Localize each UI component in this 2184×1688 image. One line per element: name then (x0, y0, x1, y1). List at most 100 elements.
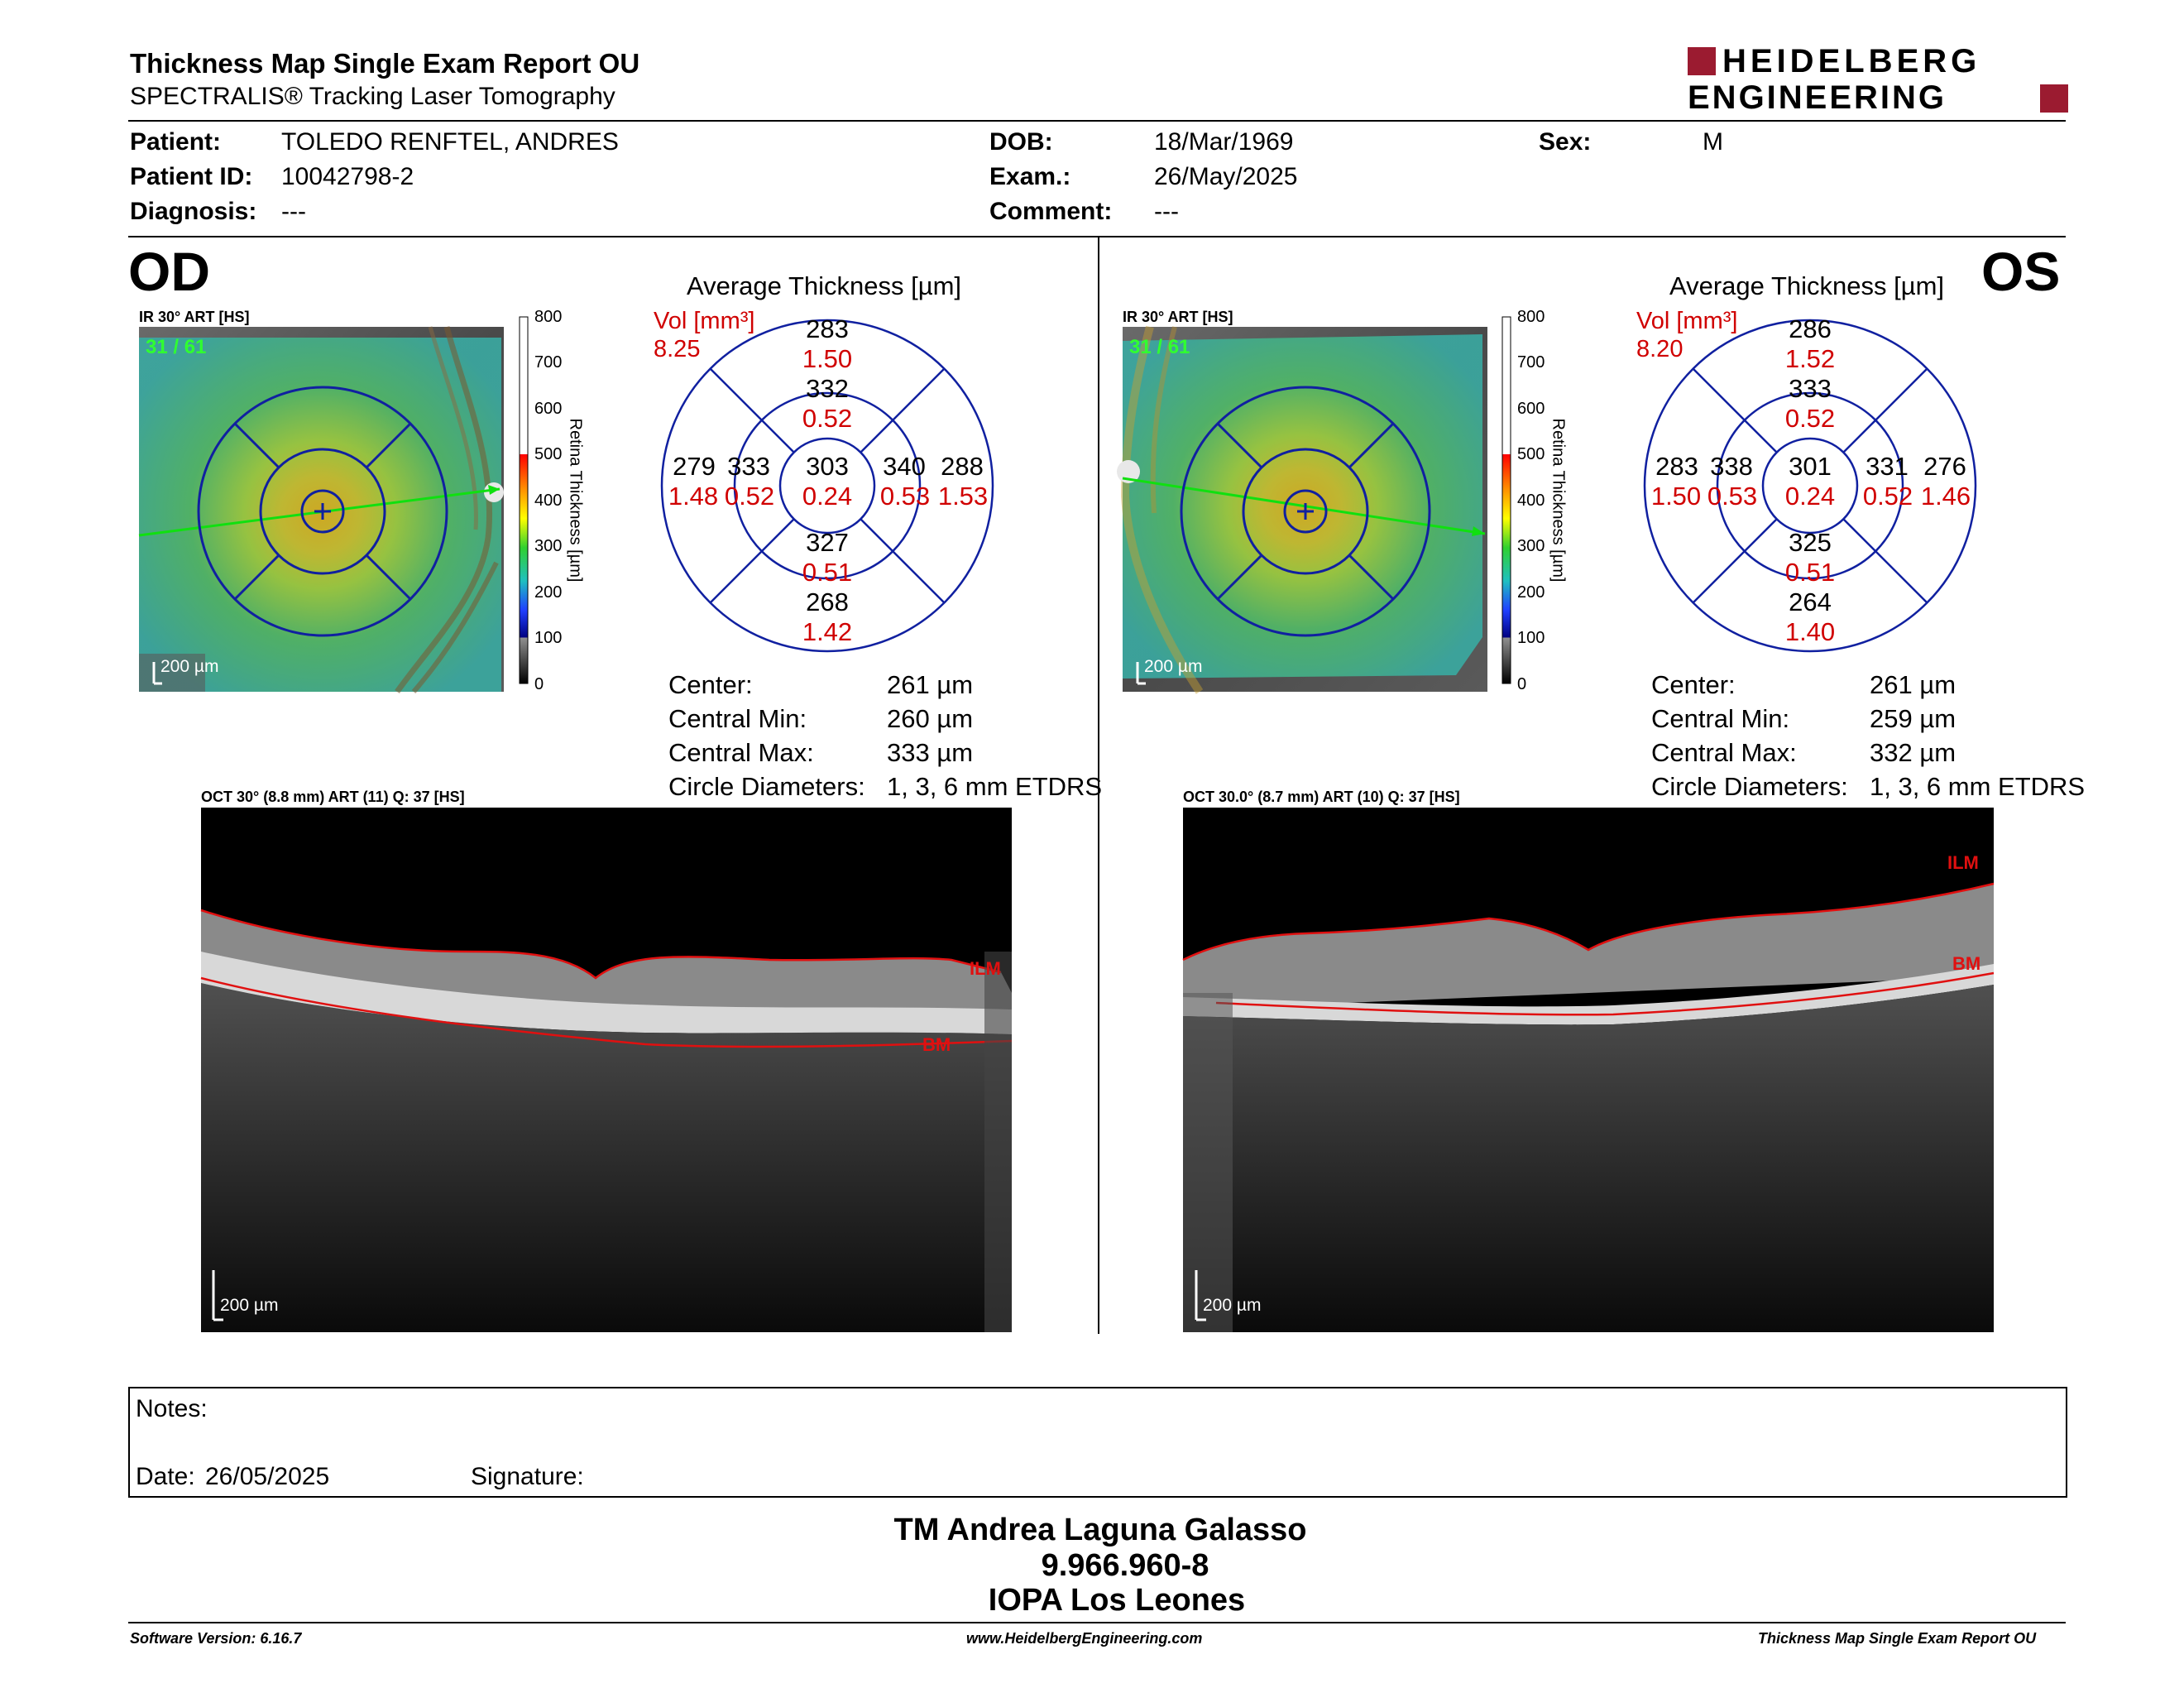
os-diam-label: Circle Diameters: (1651, 772, 1848, 801)
os-scale-tick: 700 (1517, 353, 1545, 372)
od-center-value: 261 µm (887, 670, 974, 699)
od-eye-label: OD (128, 241, 210, 302)
od-center-label: Center: (668, 670, 753, 699)
od-superior-outer-volume: 1.50 (802, 344, 853, 373)
patient-name: TOLEDO RENFTEL, ANDRES (281, 128, 619, 156)
od-cmin-value: 260 µm (887, 704, 974, 733)
os-temporal-inner-thickness: 338 (1710, 452, 1753, 481)
os-ir-image (1117, 325, 1487, 694)
os-superior-inner-volume: 0.52 (1784, 404, 1836, 433)
patient-id-label: Patient ID: (130, 163, 253, 190)
diagnosis-label: Diagnosis: (130, 198, 257, 225)
comment-value: --- (1154, 198, 1179, 225)
exam-value: 26/May/2025 (1154, 163, 1298, 190)
od-diam-label: Circle Diameters: (668, 772, 865, 801)
os-ilm-label: ILM (1947, 852, 1979, 873)
od-scale-tick: 400 (534, 492, 563, 510)
od-ir-frames: 31 / 61 (146, 336, 207, 358)
od-nasal-outer-volume: 1.53 (937, 482, 989, 511)
notes-box[interactable]: Notes: Date: 26/05/2025 Signature: (128, 1387, 2067, 1498)
os-superior-outer-volume: 1.52 (1784, 344, 1836, 373)
software-version: Software Version: 6.16.7 (130, 1630, 302, 1647)
od-scale-tick: 300 (534, 537, 563, 555)
os-temporal-outer-volume: 1.50 (1650, 482, 1702, 511)
dob-label: DOB: (989, 128, 1053, 156)
od-cmax-label: Central Max: (668, 738, 814, 767)
os-cmin-label: Central Min: (1651, 704, 1790, 733)
od-scale-tick: 800 (534, 308, 563, 326)
od-temporal-inner-thickness: 333 (727, 452, 770, 481)
od-etdrs-chart (660, 319, 994, 653)
od-temporal-inner-volume: 0.52 (724, 482, 775, 511)
od-oct-scale-label: 200 µm (220, 1296, 279, 1315)
od-bm-label: BM (922, 1034, 951, 1055)
os-avg-title: Average Thickness [µm] (1669, 271, 1945, 300)
exam-label: Exam.: (989, 163, 1071, 190)
os-cmax-label: Central Max: (1651, 738, 1797, 767)
os-superior-inner-thickness: 333 (1789, 374, 1832, 403)
od-scale-tick: 500 (534, 445, 563, 463)
os-scale-tick: 200 (1517, 583, 1545, 602)
od-oct-label: OCT 30° (8.8 mm) ART (11) Q: 37 [HS] (201, 789, 465, 805)
od-scale-title: Retina Thickness [µm] (566, 418, 585, 583)
od-cmax-value: 333 µm (887, 738, 974, 767)
od-etdrs-overlay (197, 386, 448, 637)
od-nasal-outer-thickness: 288 (941, 452, 984, 481)
od-nasal-inner-thickness: 340 (883, 452, 926, 481)
od-temporal-outer-volume: 1.48 (668, 482, 719, 511)
os-diam-value: 1, 3, 6 mm ETDRS (1870, 772, 2086, 801)
od-color-scale (519, 316, 529, 684)
os-scale-tick: 800 (1517, 308, 1545, 326)
os-eye-label: OS (1981, 241, 2061, 302)
os-oct-scan (1182, 808, 1995, 1332)
od-superior-inner-volume: 0.52 (802, 404, 853, 433)
od-ir-image (138, 326, 504, 694)
od-scale-tick: 600 (534, 400, 563, 418)
od-scale-tick: 700 (534, 353, 563, 372)
od-avg-title: Average Thickness [µm] (687, 271, 962, 300)
od-inferior-outer-volume: 1.42 (802, 617, 853, 646)
os-oct-scale-label: 200 µm (1203, 1296, 1262, 1315)
os-etdrs-chart (1643, 319, 1977, 653)
os-scale-tick: 100 (1517, 629, 1545, 647)
os-oct-label: OCT 30.0° (8.7 mm) ART (10) Q: 37 [HS] (1183, 789, 1460, 805)
signer-name: TM Andrea Laguna Galasso (893, 1513, 1307, 1547)
od-oct-scan (200, 808, 1013, 1332)
od-nasal-inner-volume: 0.53 (879, 482, 931, 511)
divider (128, 120, 2066, 122)
patient-label: Patient: (130, 128, 222, 156)
logo-square-icon (2040, 84, 2068, 113)
os-color-scale (1502, 316, 1511, 684)
os-ir-scalebar (1136, 662, 1146, 685)
od-ir-scalebar (152, 662, 162, 685)
os-inferior-inner-volume: 0.51 (1784, 558, 1836, 587)
os-center-thickness: 301 (1789, 452, 1832, 481)
website-link[interactable]: www.HeidelbergEngineering.com (966, 1630, 1203, 1647)
report-title: Thickness Map Single Exam Report OU (130, 48, 640, 79)
od-vol-label: Vol [mm³] (654, 308, 755, 334)
date-value: 26/05/2025 (205, 1463, 330, 1490)
dob-value: 18/Mar/1969 (1154, 128, 1294, 156)
os-scale-tick: 300 (1517, 537, 1545, 555)
logo-text-1: HEIDELBERG (1722, 43, 1981, 79)
od-inferior-inner-thickness: 327 (806, 528, 849, 557)
os-cmax-value: 332 µm (1870, 738, 1956, 767)
report-subtitle: SPECTRALIS® Tracking Laser Tomography (130, 83, 615, 110)
os-center-value: 261 µm (1870, 670, 1956, 699)
logo-text-2: ENGINEERING (1688, 79, 1947, 116)
os-inferior-outer-thickness: 264 (1789, 587, 1832, 616)
os-etdrs-overlay (1180, 386, 1431, 637)
os-scale-tick: 600 (1517, 400, 1545, 418)
os-ir-label: IR 30° ART [HS] (1123, 309, 1233, 325)
od-inferior-inner-volume: 0.51 (802, 558, 853, 587)
od-center-volume: 0.24 (802, 482, 853, 511)
footer-divider (128, 1622, 2066, 1623)
od-scale-tick: 100 (534, 629, 563, 647)
patient-id: 10042798-2 (281, 163, 414, 190)
os-nasal-outer-thickness: 276 (1923, 452, 1966, 481)
signer-rut: 9.966.960-8 (1041, 1548, 1209, 1583)
od-scale-tick: 200 (534, 583, 563, 602)
od-vol-total: 8.25 (654, 336, 701, 362)
os-ir-scale-label: 200 µm (1144, 657, 1203, 676)
